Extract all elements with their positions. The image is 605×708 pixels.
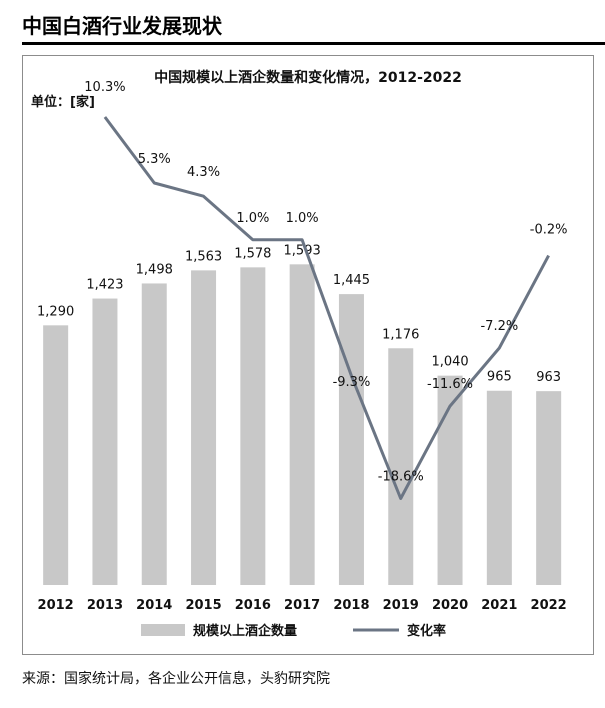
line-label-2013: 10.3%: [84, 80, 125, 95]
bar-2017: [289, 264, 315, 585]
line-label-2020: -11.6%: [427, 377, 473, 392]
chart-title: 中国规模以上酒企数量和变化情况，2012-2022: [154, 69, 462, 86]
line-label-2022: -0.2%: [530, 223, 568, 238]
x-tick-2020: 2020: [432, 598, 468, 613]
line-series-change-rate: [103, 116, 550, 500]
bar-label-2017: 1,593: [284, 243, 321, 258]
bar-2016: [240, 267, 266, 585]
bar-label-2020: 1,040: [431, 355, 468, 370]
bar-label-2012: 1,290: [37, 304, 74, 319]
x-tick-2014: 2014: [136, 598, 172, 613]
bar-2021: [486, 390, 512, 585]
chart-panel: 中国规模以上酒企数量和变化情况，2012-2022 单位：[家] 1,290 1,…: [22, 55, 594, 655]
line-label-2016: 1.0%: [236, 211, 269, 226]
unit-label: 单位：[家]: [31, 94, 95, 110]
line-label-2015: 4.3%: [187, 165, 220, 180]
bar-label-2014: 1,498: [136, 262, 173, 277]
x-tick-2015: 2015: [185, 598, 221, 613]
bar-2012: [43, 325, 69, 585]
legend: 规模以上酒企数量 变化率: [141, 623, 446, 639]
bar-2019: [388, 348, 414, 585]
x-tick-2016: 2016: [235, 598, 271, 613]
legend-bar-label: 规模以上酒企数量: [193, 623, 297, 639]
bar-2018: [338, 294, 364, 585]
line-label-2019: -18.6%: [378, 470, 424, 485]
bar-label-2013: 1,423: [86, 278, 123, 293]
x-tick-2013: 2013: [87, 598, 123, 613]
x-tick-2012: 2012: [38, 598, 74, 613]
x-tick-2021: 2021: [481, 598, 517, 613]
x-tick-2017: 2017: [284, 598, 320, 613]
bar-label-2015: 1,563: [185, 249, 222, 264]
legend-line-label: 变化率: [407, 623, 446, 639]
x-tick-2019: 2019: [383, 598, 419, 613]
bar-label-2019: 1,176: [382, 327, 419, 342]
line-label-2017: 1.0%: [286, 211, 319, 226]
bar-2014: [141, 283, 167, 585]
chart: 中国规模以上酒企数量和变化情况，2012-2022 单位：[家] 1,290 1,…: [31, 69, 568, 639]
line-label-2021: -7.2%: [480, 319, 518, 334]
bar-2020: [437, 375, 463, 585]
legend-bar-swatch: [141, 624, 185, 636]
bar-label-2018: 1,445: [333, 273, 370, 288]
bar-2013: [92, 298, 118, 585]
line-label-2014: 5.3%: [138, 152, 171, 167]
x-tick-2018: 2018: [333, 598, 369, 613]
page-title: 中国白酒行业发展现状: [22, 14, 222, 38]
x-tick-2022: 2022: [531, 598, 567, 613]
bar-label-2021: 965: [487, 370, 512, 385]
bar-2022: [536, 391, 562, 585]
line-label-2018: -9.3%: [333, 375, 371, 390]
header-rule: [22, 42, 605, 45]
source-note: 来源：国家统计局，各企业公开信息，头豹研究院: [22, 671, 330, 687]
bar-label-2016: 1,578: [234, 246, 271, 261]
bar-label-2022: 963: [536, 370, 561, 385]
bar-2015: [191, 270, 217, 585]
